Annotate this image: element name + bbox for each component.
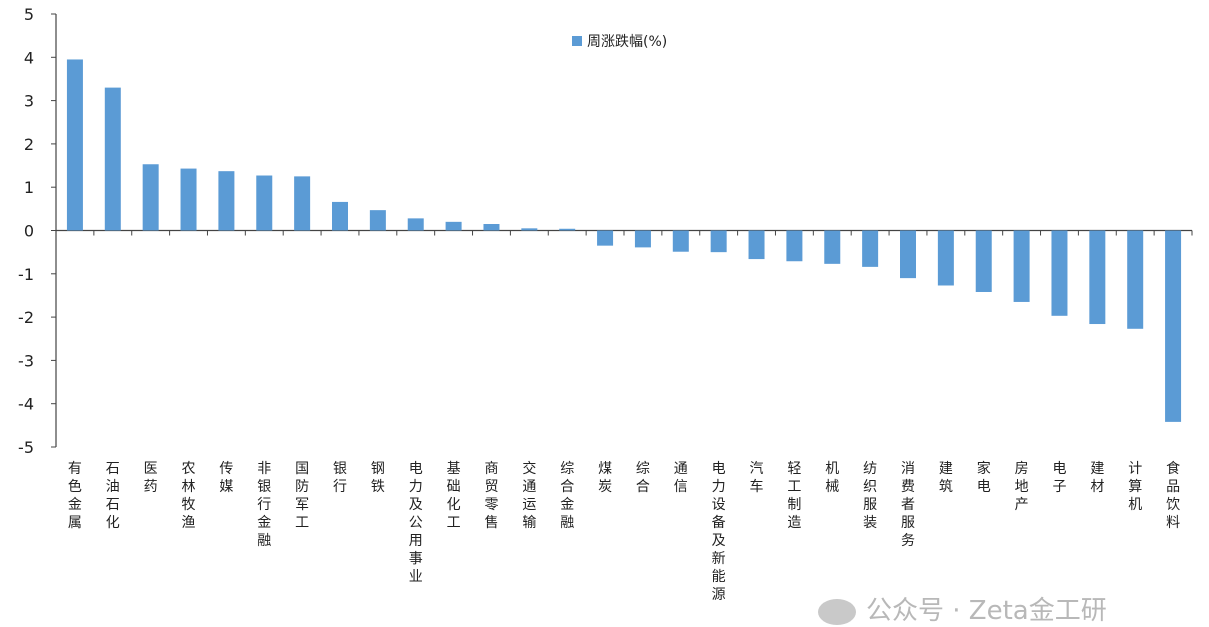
x-category-label: 商贸零售 bbox=[484, 461, 498, 531]
x-category-label: 电子 bbox=[1052, 461, 1066, 495]
bar-商贸零售 bbox=[483, 224, 500, 231]
y-axis-ticks: 5 4 3 2 1 0 -1 -2 -3 -4 -5 bbox=[18, 5, 56, 457]
bar-国防军工 bbox=[294, 176, 311, 231]
x-category-label: 纺织服装 bbox=[863, 461, 877, 531]
x-category-label: 建筑 bbox=[939, 461, 953, 495]
x-category-label: 房地产 bbox=[1015, 461, 1029, 513]
x-category-label: 有色金属 bbox=[68, 461, 82, 531]
x-category-label: 银行 bbox=[333, 461, 347, 495]
bar-交通运输 bbox=[521, 228, 538, 231]
x-category-label: 钢铁 bbox=[371, 461, 385, 495]
y-tick-label: -1 bbox=[18, 265, 34, 284]
watermark: 公众号 · Zeta金工研 bbox=[818, 590, 1107, 627]
bar-煤炭 bbox=[597, 230, 614, 246]
x-category-label: 汽车 bbox=[750, 461, 764, 495]
x-category-label: 轻工制造 bbox=[787, 461, 801, 531]
y-tick-label: -5 bbox=[18, 438, 34, 457]
x-category-label: 国防军工 bbox=[295, 461, 309, 531]
bar-综合金融 bbox=[559, 228, 576, 231]
x-category-label: 综合 bbox=[636, 461, 650, 495]
x-category-label: 通信 bbox=[674, 461, 688, 495]
x-category-label: 电力设备及新能源 bbox=[712, 461, 726, 603]
x-category-label: 非银行金融 bbox=[257, 461, 271, 549]
bar-钢铁 bbox=[369, 210, 386, 231]
bar-纺织服装 bbox=[862, 230, 879, 267]
legend: 周涨跌幅(%) bbox=[572, 34, 667, 50]
y-tick-label: -2 bbox=[18, 308, 34, 327]
bar-有色金属 bbox=[66, 59, 83, 231]
bar-医药 bbox=[142, 164, 159, 231]
legend-swatch bbox=[572, 36, 582, 46]
x-category-label: 交通运输 bbox=[522, 460, 536, 531]
bar-基础化工 bbox=[445, 221, 462, 231]
x-category-label: 煤炭 bbox=[598, 461, 612, 495]
bar-电力设备及新能源 bbox=[710, 230, 727, 253]
bar-电子 bbox=[1051, 230, 1068, 316]
bar-建筑 bbox=[937, 230, 954, 286]
y-tick-label: 4 bbox=[24, 48, 34, 67]
bar-轻工制造 bbox=[786, 230, 803, 262]
bar-石油石化 bbox=[104, 87, 121, 231]
y-tick-label: 0 bbox=[24, 222, 34, 241]
bar-机械 bbox=[824, 230, 841, 264]
bar-计算机 bbox=[1127, 230, 1144, 329]
bar-综合 bbox=[634, 230, 651, 248]
x-category-label: 电力及公用事业 bbox=[409, 461, 423, 585]
x-category-label: 家电 bbox=[977, 460, 991, 495]
x-category-label: 机械 bbox=[825, 461, 839, 495]
bar-通信 bbox=[672, 230, 689, 252]
bar-房地产 bbox=[1013, 230, 1030, 302]
y-tick-label: 2 bbox=[24, 135, 34, 154]
bar-传媒 bbox=[218, 171, 235, 231]
x-category-label: 综合金融 bbox=[560, 461, 574, 531]
y-tick-label: -4 bbox=[18, 395, 34, 414]
y-tick-label: 3 bbox=[24, 92, 34, 111]
bar-食品饮料 bbox=[1165, 230, 1182, 422]
bar-消费者服务 bbox=[900, 230, 916, 279]
x-category-label: 计算机 bbox=[1128, 461, 1142, 513]
bar-电力及公用事业 bbox=[407, 218, 424, 231]
x-category-label: 石油石化 bbox=[106, 461, 120, 531]
watermark-text: 公众号 · Zeta金工研 bbox=[866, 596, 1107, 626]
x-category-label: 食品饮料 bbox=[1166, 460, 1180, 531]
bar-汽车 bbox=[748, 230, 765, 260]
x-category-label: 基础化工 bbox=[447, 460, 461, 531]
x-category-label: 建材 bbox=[1090, 461, 1104, 495]
bar-建材 bbox=[1089, 230, 1106, 325]
wechat-icon bbox=[818, 598, 856, 625]
bar-农林牧渔 bbox=[180, 168, 197, 231]
y-tick-label: -3 bbox=[18, 351, 34, 370]
bar-非银行金融 bbox=[256, 175, 273, 231]
x-category-label: 农林牧渔 bbox=[182, 461, 196, 531]
bar-银行 bbox=[332, 201, 348, 231]
x-category-label: 消费者服务 bbox=[901, 461, 915, 549]
x-category-label: 传媒 bbox=[219, 461, 233, 495]
y-tick-label: 5 bbox=[24, 5, 34, 24]
bars bbox=[66, 59, 1182, 422]
legend-label: 周涨跌幅(%) bbox=[587, 34, 667, 50]
x-category-label: 医药 bbox=[144, 461, 158, 495]
bar-家电 bbox=[975, 230, 992, 292]
y-tick-label: 1 bbox=[24, 178, 34, 197]
